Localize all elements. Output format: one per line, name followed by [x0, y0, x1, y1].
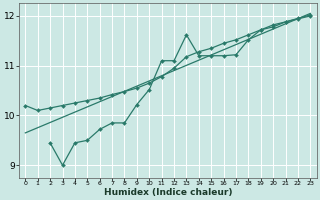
X-axis label: Humidex (Indice chaleur): Humidex (Indice chaleur): [104, 188, 232, 197]
